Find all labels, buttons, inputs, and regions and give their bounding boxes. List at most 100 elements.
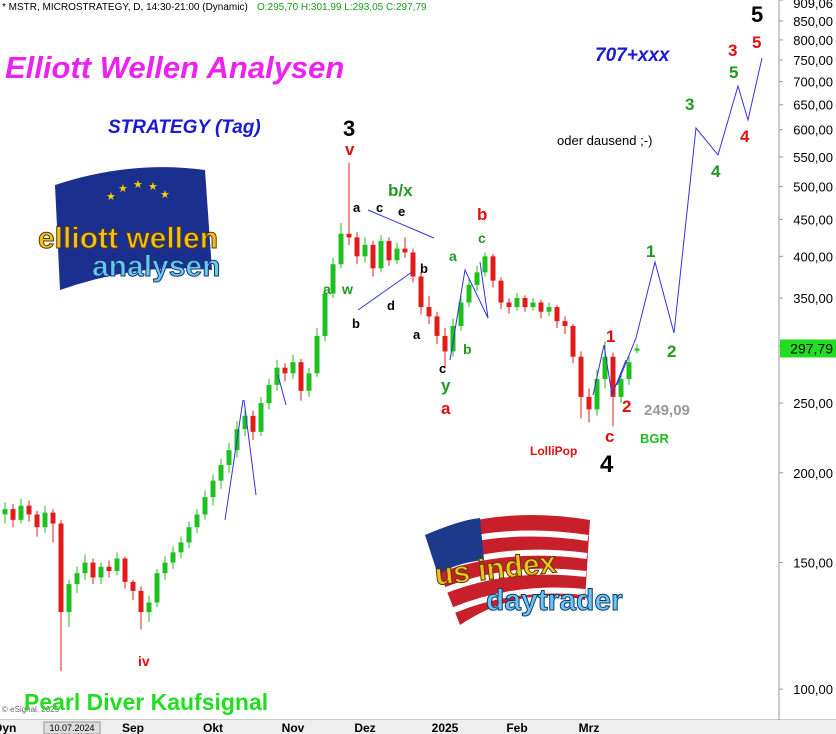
candle-body — [50, 512, 56, 524]
wave-label: c — [478, 230, 486, 246]
candle-body — [106, 566, 112, 572]
y-tick-label: 350,00 — [793, 291, 833, 306]
wave-label: a — [353, 200, 361, 215]
logo-canton — [425, 518, 484, 575]
wave-label: d — [387, 298, 395, 313]
candle-body — [18, 505, 24, 520]
x-tick-label: Feb — [506, 721, 527, 734]
wave-label: 2 — [622, 397, 631, 416]
x-tick-label: 2025 — [432, 721, 459, 734]
date-box — [43, 721, 101, 734]
title: Elliott Wellen Analysen — [5, 50, 344, 85]
candle-body — [322, 293, 328, 336]
y-tick-label: 550,00 — [793, 150, 833, 165]
candle-body — [194, 514, 200, 528]
wave-label: 3 — [685, 95, 694, 114]
candle-body — [218, 465, 224, 481]
y-tick-label: 400,00 — [793, 249, 833, 264]
candle-body — [610, 356, 616, 397]
candle-body — [154, 573, 160, 603]
candle-body — [514, 298, 520, 308]
candle-body — [242, 415, 248, 430]
svg-text:★: ★ — [118, 183, 128, 195]
candle-body — [2, 509, 8, 515]
candle-body — [274, 367, 280, 385]
symbol: * MSTR, MICROSTRATEGY, D, 14:30-21:00 (D… — [2, 2, 248, 13]
candle-body — [298, 362, 304, 391]
wave-label: a — [449, 248, 457, 264]
candle-body — [626, 362, 632, 380]
wave-label: 3 — [728, 41, 737, 60]
last-price-label: 297,79 — [790, 340, 833, 356]
candle-body — [10, 509, 16, 520]
candle-body — [314, 335, 320, 374]
cursor-date: 10.07.2024 — [49, 723, 94, 733]
candle-body — [250, 415, 256, 432]
wave-label: b — [352, 316, 360, 331]
y-tick-label: 800,00 — [793, 33, 833, 48]
y-tick-label: 650,00 — [793, 98, 833, 113]
wave-label: 3 — [343, 116, 355, 141]
logo-usindex: us index daytrader — [425, 515, 624, 625]
candle-body — [546, 307, 552, 312]
candle-body — [26, 505, 32, 515]
candle-body — [442, 335, 448, 352]
candle-body — [114, 558, 120, 572]
wave-label: a — [413, 327, 421, 342]
candle-body — [434, 316, 440, 336]
candle-body — [362, 244, 368, 257]
wave-lines — [224, 57, 763, 521]
candle-body — [402, 248, 408, 253]
wave-label: a — [441, 399, 451, 418]
wave-label: 5 — [729, 63, 738, 82]
subtitle: STRATEGY (Tag) — [108, 117, 261, 138]
y-tick-label: 750,00 — [793, 53, 833, 68]
candle-body — [130, 581, 136, 591]
candle-body — [306, 373, 312, 391]
y-tick-label: 150,00 — [793, 556, 833, 571]
candle-body — [354, 237, 360, 257]
candle-body — [58, 523, 64, 613]
x-tick-label: Mrz — [579, 721, 600, 734]
candle-body — [466, 284, 472, 303]
svg-text:★: ★ — [160, 189, 170, 201]
x-tick-label: Dez — [354, 721, 375, 734]
wave-label: b/x — [388, 181, 413, 200]
candle-body — [450, 326, 456, 352]
target-note: 707+xxx — [595, 45, 671, 66]
candle-body — [210, 480, 216, 498]
wave-label: c — [439, 361, 446, 376]
candle-body — [554, 307, 560, 322]
wave-label: b — [477, 205, 487, 224]
wave-label: y — [441, 376, 451, 395]
candle-body — [346, 233, 352, 238]
logo-text: daytrader — [486, 584, 623, 617]
candle-body — [162, 562, 168, 574]
logo-text: analysen — [92, 250, 220, 283]
candle-body — [42, 512, 48, 528]
candle-body — [474, 272, 480, 285]
wave-label: 5 — [752, 33, 761, 52]
candle-body — [490, 256, 496, 281]
channel-line — [357, 271, 413, 311]
candle-body — [418, 276, 424, 308]
candle-body — [66, 584, 72, 613]
channel-line — [243, 399, 257, 496]
y-tick-label: 200,00 — [793, 466, 833, 481]
copyright: © eSignal, 2025 — [2, 705, 60, 714]
candle-body — [538, 302, 544, 312]
candle-body — [290, 362, 296, 374]
candle-body — [258, 403, 264, 432]
price-note: 249,09 — [644, 402, 690, 419]
candle-body — [386, 241, 392, 261]
candle-body — [634, 348, 640, 351]
logo-stripes — [428, 530, 589, 613]
candle-body — [370, 244, 376, 269]
wave-label: 4 — [740, 127, 750, 146]
candle-body — [170, 552, 176, 563]
ohlc: O:295,70 H:301,99 L:293,05 C:297,79 — [257, 2, 427, 13]
candle-body — [266, 384, 272, 404]
candle-body — [602, 356, 608, 380]
wave-label: 4 — [600, 451, 614, 478]
